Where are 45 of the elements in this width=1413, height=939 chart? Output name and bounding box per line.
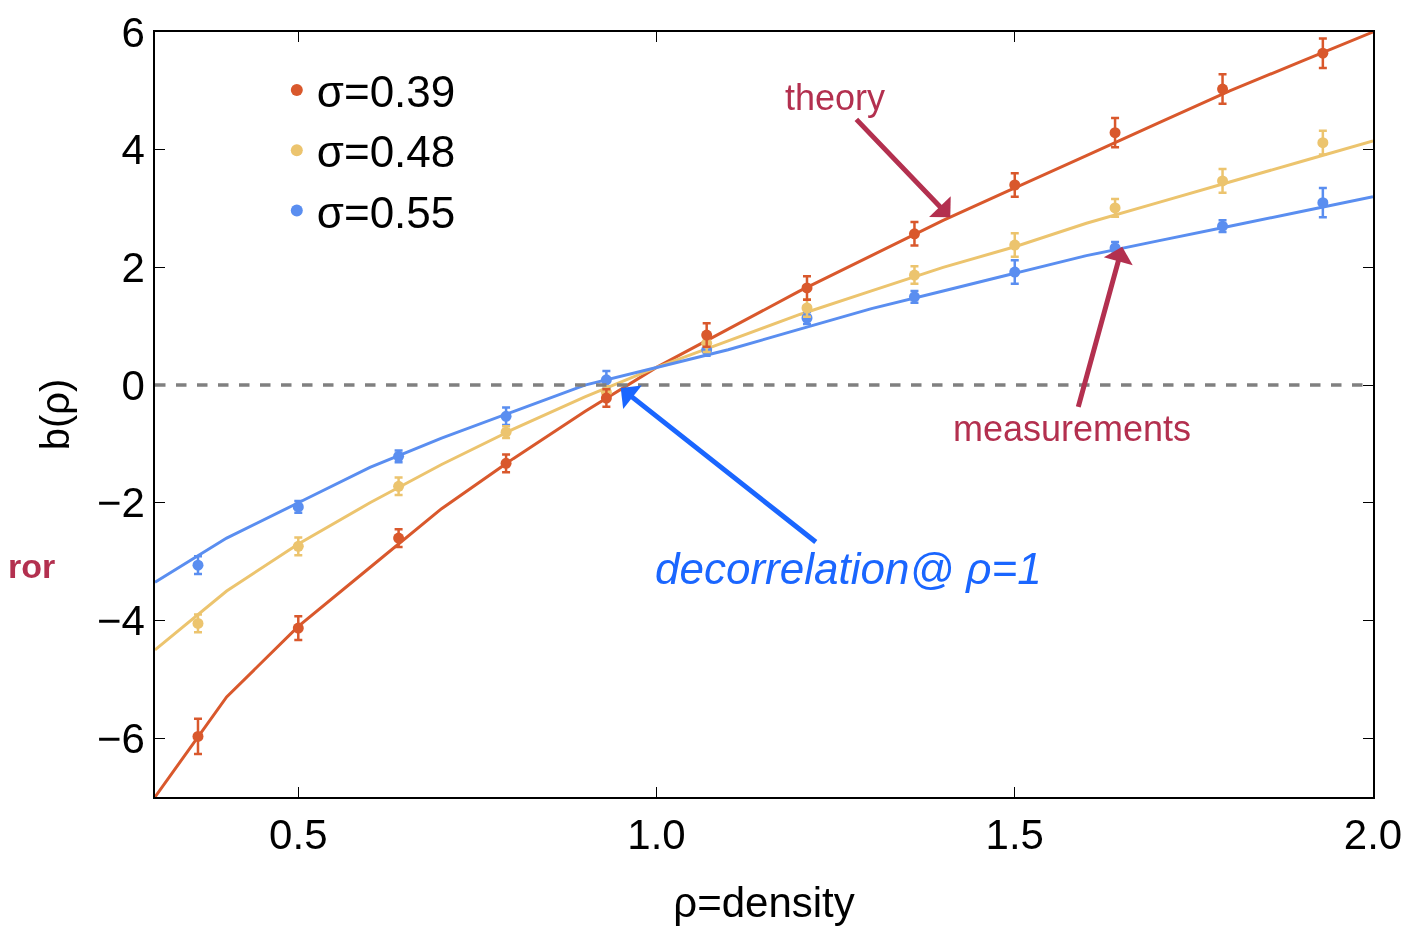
point: [1317, 47, 1329, 59]
point: [1217, 175, 1229, 187]
point: [192, 559, 204, 571]
point: [908, 269, 920, 281]
text: ror: [8, 547, 56, 585]
point: [1009, 266, 1021, 278]
y-tick-label: 2: [121, 244, 145, 292]
y-axis-title: b(ρ): [32, 378, 77, 451]
point: [393, 480, 405, 492]
y-tick-label: −2: [96, 479, 145, 527]
y-tick-label: −4: [96, 597, 145, 645]
annotation: theory: [785, 77, 886, 118]
y-tick-label: −6: [96, 714, 145, 762]
x-axis-title: ρ=density: [673, 878, 855, 926]
annotation: measurements: [953, 408, 1192, 449]
point: [1217, 83, 1229, 95]
y-tick-label: 4: [121, 126, 145, 174]
point: [801, 302, 813, 314]
point: [1109, 127, 1121, 139]
point: [192, 730, 204, 742]
point: [908, 228, 920, 240]
point: [292, 622, 304, 634]
point: [292, 540, 304, 552]
point: [801, 282, 813, 294]
legend-label: σ=0.39: [316, 67, 456, 117]
x-tick-label: 1.0: [627, 811, 686, 859]
legend-label: σ=0.48: [316, 127, 456, 177]
line-series: [155, 32, 1373, 797]
y-tick-label: 6: [121, 8, 145, 56]
point: [393, 532, 405, 544]
x-tick-label: 0.5: [269, 811, 328, 859]
legend-label: σ=0.55: [316, 187, 456, 237]
y-tick-label: 0: [121, 361, 145, 409]
point: [600, 374, 612, 386]
point: [192, 617, 204, 629]
point: [1009, 239, 1021, 251]
point: [1009, 179, 1021, 191]
point: [500, 410, 512, 422]
point: [1109, 202, 1121, 214]
x-tick-label: 2.0: [1343, 811, 1403, 859]
point: [701, 329, 713, 341]
x-tick-label: 1.5: [985, 811, 1044, 859]
annotation: decorrelation@ ρ=1: [655, 544, 1042, 593]
point: [500, 457, 512, 469]
point: [1317, 137, 1329, 149]
